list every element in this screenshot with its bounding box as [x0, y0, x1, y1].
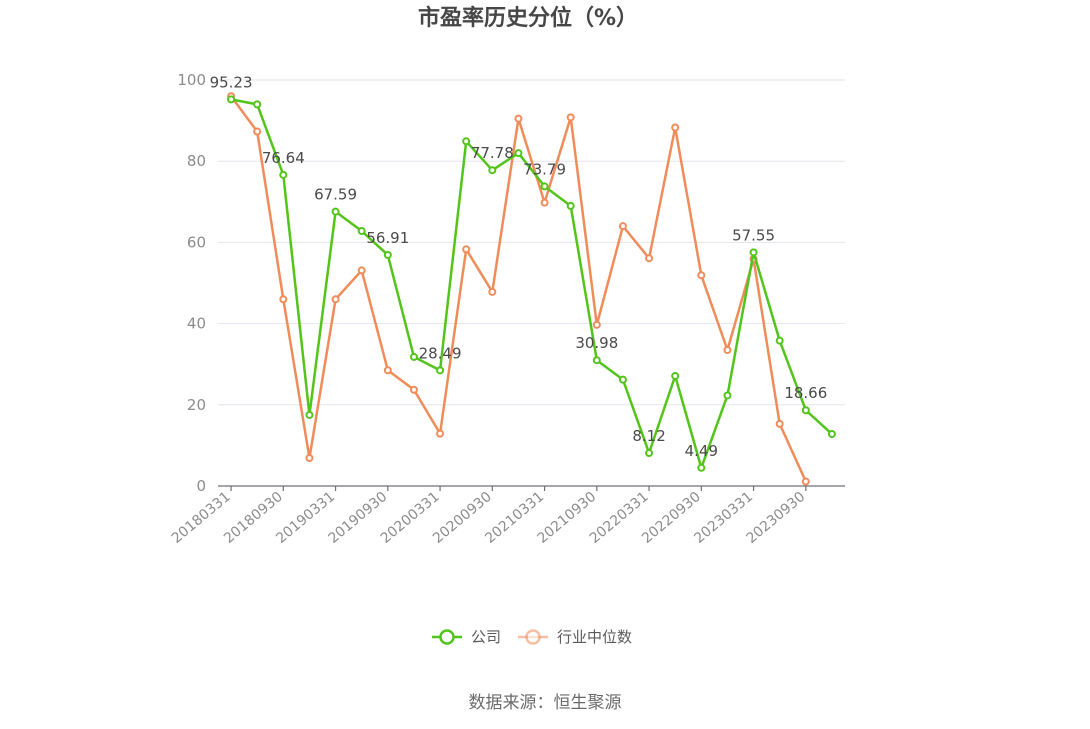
data-point — [671, 371, 680, 380]
x-tick-label: 20230930 — [744, 489, 809, 547]
data-point — [305, 410, 314, 419]
data-point — [723, 391, 732, 400]
data-point — [697, 271, 706, 280]
data-label: 4.49 — [685, 442, 718, 460]
source-note: 数据来源：恒生聚源 — [469, 693, 622, 713]
data-label: 77.78 — [471, 144, 514, 162]
data-point — [383, 250, 392, 259]
series-layer — [227, 92, 836, 486]
data-point — [618, 375, 627, 384]
data-point — [383, 366, 392, 375]
y-tick-label: 60 — [187, 233, 206, 251]
data-point — [592, 320, 601, 329]
legend-label: 行业中位数 — [557, 628, 632, 646]
data-point — [279, 295, 288, 304]
data-point — [436, 366, 445, 375]
data-label: 30.98 — [575, 334, 618, 352]
data-point — [566, 201, 575, 210]
data-point — [436, 429, 445, 438]
data-point — [671, 123, 680, 132]
data-point — [279, 170, 288, 179]
data-point — [645, 254, 654, 263]
data-point — [357, 227, 366, 236]
data-point — [645, 449, 654, 458]
data-point — [723, 345, 732, 354]
data-point — [488, 166, 497, 175]
data-point — [592, 356, 601, 365]
data-point — [775, 336, 784, 345]
data-point — [801, 406, 810, 415]
data-point — [488, 287, 497, 296]
data-label: 57.55 — [732, 226, 775, 244]
chart-title: 市盈率历史分位（%） — [418, 5, 638, 31]
data-label: 76.64 — [262, 149, 305, 167]
data-label: 18.66 — [784, 384, 827, 402]
data-point — [775, 419, 784, 428]
data-point — [540, 198, 549, 207]
data-point — [462, 137, 471, 146]
data-point — [357, 266, 366, 275]
legend-marker — [439, 629, 455, 645]
data-point — [749, 248, 758, 257]
y-tick-label: 40 — [187, 315, 206, 333]
legend: 公司 行业中位数 — [432, 628, 632, 646]
data-point — [331, 295, 340, 304]
data-point — [253, 100, 262, 109]
data-label: 56.91 — [366, 229, 409, 247]
data-point — [827, 430, 836, 439]
data-label: 67.59 — [314, 186, 357, 204]
data-point — [618, 222, 627, 231]
data-point — [540, 182, 549, 191]
legend-label: 公司 — [471, 628, 501, 646]
data-point — [566, 113, 575, 122]
legend-item-company: 公司 — [432, 628, 501, 646]
data-point — [409, 352, 418, 361]
data-point — [305, 453, 314, 462]
y-tick-label: 20 — [187, 396, 206, 414]
y-tick-label: 80 — [187, 152, 206, 170]
data-point — [801, 477, 810, 486]
data-point — [514, 149, 523, 158]
series-line-company — [230, 98, 833, 470]
data-point — [253, 127, 262, 136]
legend-marker — [525, 629, 541, 645]
legend-item-industry-median: 行业中位数 — [518, 628, 632, 646]
data-point — [227, 95, 236, 104]
data-label: 95.23 — [210, 73, 253, 91]
data-label: 73.79 — [523, 160, 566, 178]
data-point — [331, 207, 340, 216]
data-point — [462, 245, 471, 254]
data-point — [409, 385, 418, 394]
y-tick-label: 100 — [177, 71, 206, 89]
data-point — [697, 463, 706, 472]
data-label-layer: 95.23 76.64 67.59 56.91 28.49 77.78 73.79 30.98… — [210, 73, 828, 459]
data-point — [514, 114, 523, 123]
y-tick-label: 0 — [196, 477, 206, 495]
data-label: 28.49 — [419, 344, 462, 362]
data-label: 8.12 — [632, 427, 665, 445]
